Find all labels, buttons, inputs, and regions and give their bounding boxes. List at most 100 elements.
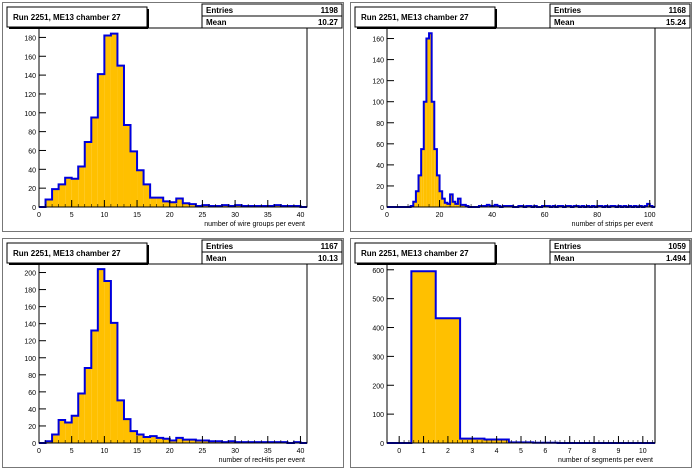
x-tick-label: 40 bbox=[297, 448, 305, 455]
y-tick-label: 40 bbox=[376, 163, 384, 170]
stats-entries-label: Entries bbox=[554, 242, 582, 251]
histogram-bar bbox=[58, 184, 66, 207]
stats-mean-label: Mean bbox=[206, 254, 227, 263]
x-axis-label: number of segments per event bbox=[558, 457, 653, 464]
y-tick-label: 500 bbox=[372, 297, 384, 304]
stats-entries-value: 1198 bbox=[321, 6, 339, 15]
y-tick-label: 80 bbox=[28, 373, 36, 380]
histogram-svg: 0 100 200 300 400 500 600 0 1 2 3 4 5 6 7 8 9 10 number of… bbox=[354, 239, 691, 464]
x-tick-label: 10 bbox=[100, 212, 108, 219]
x-tick-label: 35 bbox=[264, 212, 272, 219]
x-tick-label: 9 bbox=[617, 448, 621, 455]
histogram-bar bbox=[78, 166, 85, 207]
histogram-bar bbox=[486, 204, 490, 207]
histogram-bar bbox=[71, 415, 79, 443]
histogram-bar bbox=[78, 393, 85, 443]
y-tick-label: 60 bbox=[376, 142, 384, 149]
histogram-bar bbox=[413, 201, 416, 207]
y-tick-label: 40 bbox=[28, 407, 36, 414]
histogram-bar bbox=[104, 281, 111, 443]
y-tick-label: 100 bbox=[24, 111, 36, 118]
histogram-bar bbox=[84, 367, 92, 443]
histogram-bar bbox=[130, 151, 138, 207]
histogram-outline bbox=[39, 32, 307, 208]
histogram-svg: 0 20 40 60 80 100 120 140 160 180 200 0 5 10 15 20 25 30 3… bbox=[6, 239, 343, 464]
histogram-bar bbox=[65, 177, 72, 207]
histogram-bar bbox=[84, 141, 92, 207]
x-tick-label: 0 bbox=[385, 212, 389, 219]
histogram-svg: 0 20 40 60 80 100 120 140 160 180 0 5 10 15 20 25 30 35 40… bbox=[6, 3, 343, 228]
stats-mean-label: Mean bbox=[554, 18, 575, 27]
stats-entries-label: Entries bbox=[206, 242, 234, 251]
histogram-bar bbox=[435, 318, 461, 443]
x-tick-label: 40 bbox=[297, 212, 305, 219]
histogram-bar bbox=[647, 203, 650, 207]
y-tick-label: 140 bbox=[372, 58, 384, 65]
histogram-svg: 0 20 40 60 80 100 120 140 160 0 20 40 60 80 100 number … bbox=[354, 3, 691, 228]
histogram-bar bbox=[65, 422, 72, 443]
histogram-bar bbox=[123, 125, 131, 207]
histogram-bar bbox=[436, 175, 440, 207]
x-tick-label: 5 bbox=[70, 212, 74, 219]
histogram-bar bbox=[434, 149, 437, 207]
histogram-bar bbox=[195, 440, 203, 443]
x-tick-label: 60 bbox=[541, 212, 549, 219]
plot-frame bbox=[38, 263, 308, 444]
histogram-bar bbox=[110, 33, 118, 207]
histogram-bar bbox=[426, 38, 430, 207]
histogram-bar bbox=[415, 191, 419, 207]
histogram-bar bbox=[52, 189, 59, 207]
histogram-bar bbox=[143, 184, 151, 207]
histogram-bar bbox=[143, 437, 151, 443]
histogram-panel-strips: 0 20 40 60 80 100 120 140 160 0 20 40 60 80 100 number … bbox=[350, 2, 692, 232]
y-tick-label: 400 bbox=[372, 326, 384, 333]
histogram-bar bbox=[447, 203, 451, 207]
y-tick-label: 120 bbox=[372, 79, 384, 86]
y-tick-label: 0 bbox=[32, 205, 36, 212]
x-tick-label: 30 bbox=[231, 212, 239, 219]
histogram-panel-segments: 0 100 200 300 400 500 600 0 1 2 3 4 5 6 7 8 9 10 number of… bbox=[350, 238, 692, 468]
y-tick-label: 0 bbox=[32, 441, 36, 448]
y-tick-label: 200 bbox=[24, 271, 36, 278]
histogram-bar bbox=[442, 198, 445, 207]
histogram-bar bbox=[421, 149, 424, 207]
histogram-bar bbox=[452, 201, 456, 207]
histogram-bar bbox=[423, 101, 427, 207]
y-tick-label: 160 bbox=[24, 54, 36, 61]
y-tick-label: 80 bbox=[28, 130, 36, 137]
histogram-bar bbox=[176, 437, 183, 443]
y-tick-label: 0 bbox=[380, 205, 384, 212]
x-tick-label: 10 bbox=[100, 448, 108, 455]
histogram-bar bbox=[439, 191, 443, 207]
y-tick-label: 140 bbox=[24, 322, 36, 329]
histogram-bar bbox=[463, 204, 466, 207]
histogram-bar bbox=[182, 439, 190, 443]
stats-mean-label: Mean bbox=[206, 18, 227, 27]
histogram-bar bbox=[150, 197, 157, 207]
histogram-bar bbox=[137, 170, 144, 207]
histogram-bar bbox=[91, 330, 98, 443]
histogram-bar bbox=[411, 271, 436, 443]
histogram-bar bbox=[176, 198, 183, 207]
histogram-bar bbox=[189, 439, 196, 443]
stats-entries-label: Entries bbox=[554, 6, 582, 15]
histogram-bar bbox=[182, 203, 190, 207]
y-tick-label: 20 bbox=[28, 186, 36, 193]
x-axis-label: number of strips per event bbox=[572, 221, 653, 228]
x-tick-label: 15 bbox=[133, 212, 141, 219]
x-tick-label: 25 bbox=[199, 448, 207, 455]
y-tick-label: 160 bbox=[24, 305, 36, 312]
histogram-bar bbox=[156, 197, 164, 207]
y-tick-label: 160 bbox=[372, 37, 384, 44]
histogram-bar bbox=[71, 178, 79, 207]
y-tick-label: 40 bbox=[28, 167, 36, 174]
x-tick-label: 7 bbox=[568, 448, 572, 455]
x-tick-label: 30 bbox=[231, 448, 239, 455]
y-tick-label: 100 bbox=[24, 356, 36, 363]
x-tick-label: 35 bbox=[264, 448, 272, 455]
stats-mean-value: 10.27 bbox=[318, 18, 339, 27]
histogram-bar bbox=[52, 434, 59, 443]
x-tick-label: 4 bbox=[495, 448, 499, 455]
chart-title: Run 2251, ME13 chamber 27 bbox=[361, 13, 469, 22]
y-tick-label: 180 bbox=[24, 35, 36, 42]
